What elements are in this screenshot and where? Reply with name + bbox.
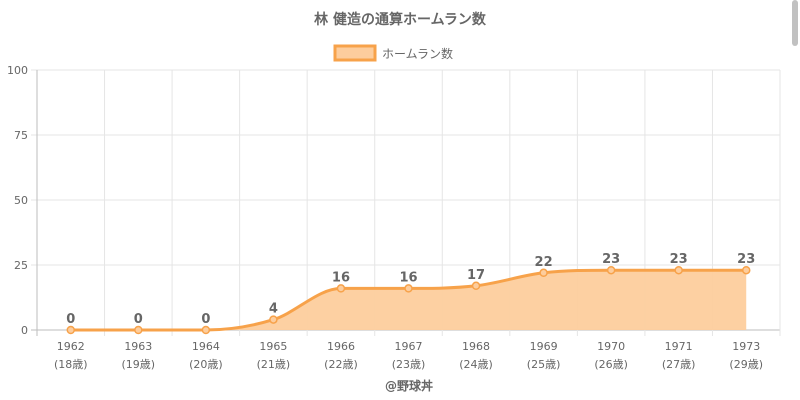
- y-tick-label: 25: [14, 259, 28, 272]
- data-point: [269, 315, 278, 324]
- scrollbar-thumb[interactable]: [792, 0, 798, 46]
- x-tick-sublabel: (29歳): [729, 358, 763, 371]
- data-label: 0: [201, 312, 210, 327]
- data-label: 22: [535, 255, 553, 270]
- y-tick-label: 0: [21, 324, 28, 337]
- x-tick-sublabel: (25歳): [527, 358, 561, 371]
- data-label: 16: [332, 270, 350, 285]
- x-tick-sublabel: (24歳): [459, 358, 493, 371]
- chart-title: 林 健造の通算ホームラン数: [314, 11, 487, 28]
- x-tick-sublabel: (19歳): [122, 358, 156, 371]
- data-label: 16: [399, 270, 417, 285]
- x-tick-label: 1965: [259, 340, 287, 353]
- x-tick-label: 1971: [665, 340, 693, 353]
- x-tick-sublabel: (27歳): [662, 358, 696, 371]
- data-label: 4: [269, 302, 278, 317]
- x-tick-label: 1969: [530, 340, 558, 353]
- data-labels: 0 0 0 4 16 16 17 22 23 23 23: [66, 252, 755, 327]
- x-axis: 1962 (18歳) 1963 (19歳) 1964 (20歳) 1965 (21歳) 1966…: [54, 340, 763, 371]
- y-tick-label: 50: [14, 194, 28, 207]
- x-tick-label: 1973: [732, 340, 760, 353]
- credit: @野球丼: [385, 378, 433, 393]
- data-point: [336, 284, 346, 293]
- x-tick-sublabel: (22歳): [324, 358, 358, 371]
- data-point: [404, 284, 413, 293]
- x-tick-label: 1964: [192, 340, 220, 353]
- data-point: [471, 281, 481, 291]
- data-label: 0: [134, 312, 143, 327]
- data-point: [66, 325, 76, 335]
- data-point: [674, 265, 683, 275]
- x-tick-sublabel: (23歳): [392, 358, 426, 371]
- series-area-fill: [70, 270, 747, 330]
- x-tick-label: 1966: [327, 340, 355, 353]
- y-tick-label: 75: [14, 129, 28, 142]
- data-point: [134, 325, 143, 335]
- x-tick-sublabel: (18歳): [54, 358, 88, 371]
- y-tick-label: 100: [7, 64, 28, 77]
- data-label: 23: [737, 252, 755, 267]
- y-axis: 0 25 50 75 100: [7, 64, 28, 337]
- x-tick-label: 1970: [597, 340, 625, 353]
- x-tick-sublabel: (21歳): [257, 358, 291, 371]
- data-label: 17: [467, 268, 485, 283]
- x-tick-label: 1963: [124, 340, 152, 353]
- x-tick-label: 1962: [57, 340, 85, 353]
- data-point: [606, 265, 616, 275]
- series-area: [66, 265, 751, 335]
- data-point: [201, 325, 211, 335]
- data-label: 23: [670, 252, 688, 267]
- x-tick-label: 1967: [395, 340, 423, 353]
- x-tick-sublabel: (26歳): [594, 358, 628, 371]
- data-label: 23: [602, 252, 620, 267]
- x-tick-label: 1968: [462, 340, 490, 353]
- legend-swatch[interactable]: [333, 44, 377, 62]
- data-point: [539, 268, 548, 278]
- data-point: [741, 265, 751, 275]
- x-tick-sublabel: (20歳): [189, 358, 223, 371]
- legend-label: ホームラン数: [382, 46, 453, 61]
- data-label: 0: [66, 312, 75, 327]
